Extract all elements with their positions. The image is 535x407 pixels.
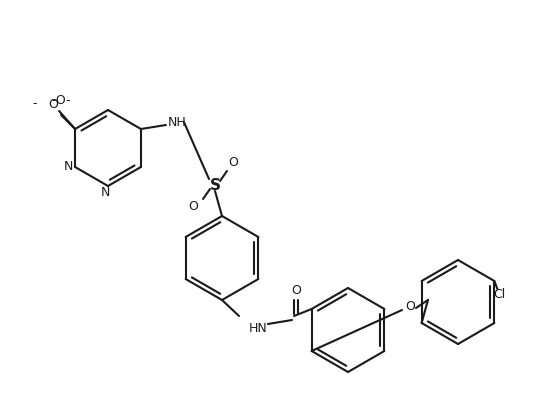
- Text: O: O: [291, 284, 301, 297]
- Text: O: O: [48, 98, 58, 110]
- Text: NH: NH: [167, 116, 186, 129]
- Text: O: O: [188, 201, 198, 214]
- Text: -O-: -O-: [51, 94, 71, 107]
- Text: S: S: [210, 177, 220, 193]
- Text: O: O: [228, 157, 238, 169]
- Text: HN: HN: [249, 322, 268, 335]
- Text: Cl: Cl: [493, 289, 506, 302]
- Text: N: N: [64, 160, 73, 173]
- Text: O: O: [405, 300, 415, 313]
- Text: -: -: [33, 98, 37, 110]
- Text: N: N: [101, 186, 110, 199]
